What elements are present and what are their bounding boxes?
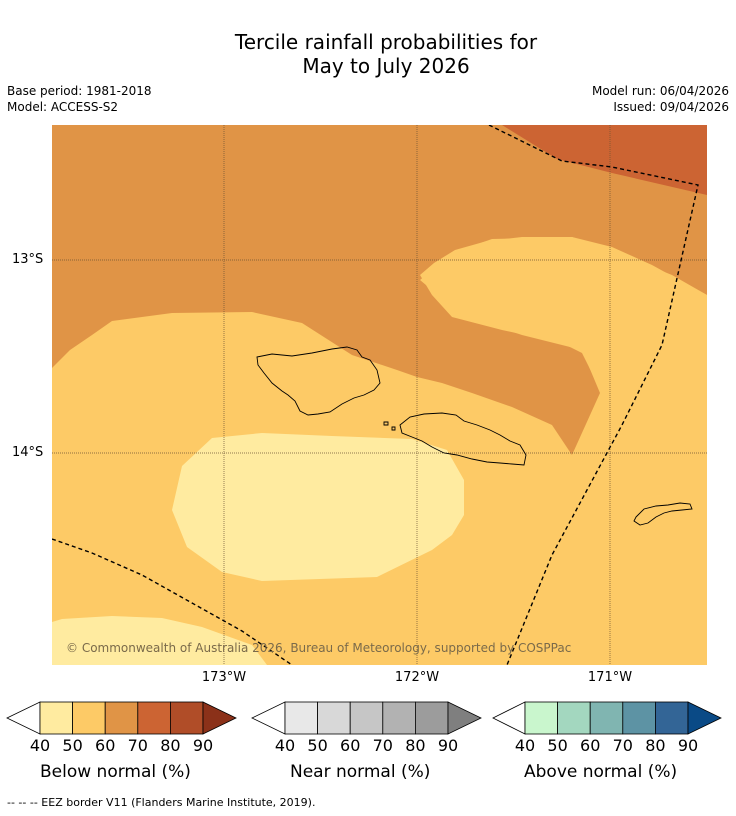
colorbar-swatch: [72, 701, 106, 735]
colorbar-min-arrow: [492, 701, 526, 735]
base-period: Base period: 1981-2018: [7, 84, 152, 98]
lat-label-14s: 14°S: [12, 445, 44, 460]
colorbar-tick-label: 70: [372, 736, 393, 755]
colorbar-swatch: [557, 701, 591, 735]
region-50-60-right: [420, 237, 707, 665]
colorbar-swatch: [524, 701, 558, 735]
islet: [383, 421, 389, 426]
model-name: Model: ACCESS-S2: [7, 100, 119, 114]
meta-left: Base period: 1981-2018 Model: ACCESS-S2: [7, 83, 152, 115]
upolu-island: [399, 412, 527, 466]
colorbar-swatch: [382, 701, 416, 735]
colorbar-swatch: [414, 701, 449, 735]
colorbar-tick-label: 40: [514, 736, 536, 755]
region-70-80: [502, 125, 707, 195]
colorbar-0: [6, 701, 237, 735]
lon-label-173w: 173°W: [201, 670, 247, 685]
colorbar-swatch: [169, 701, 204, 735]
meta-right: Model run: 06/04/2026 Issued: 09/04/2026: [592, 83, 729, 115]
colorbar-max-arrow: [202, 701, 237, 735]
title-line-1: Tercile rainfall probabilities for: [234, 30, 538, 54]
colorbar-1: [251, 701, 482, 735]
colorbar-tick-label: 50: [307, 736, 328, 755]
lon-label-172w: 172°W: [394, 670, 440, 685]
colorbar-title: Above normal (%): [524, 762, 678, 782]
eez-border: [52, 125, 699, 665]
copyright-notice: © Commonwealth of Australia 2026, Bureau…: [66, 641, 572, 655]
colorbar-max-arrow: [447, 701, 482, 735]
colorbar-swatch: [349, 701, 384, 735]
colorbar-2: [492, 701, 722, 735]
lat-label-13s: 13°S: [12, 252, 44, 267]
colorbar-swatch: [622, 701, 656, 735]
colorbar-tick-label: 70: [127, 736, 148, 755]
colorbar-tick-label: 70: [612, 736, 633, 755]
issued-date: Issued: 09/04/2026: [613, 100, 729, 114]
map-title: Tercile rainfall probabilities for May t…: [0, 30, 736, 78]
colorbar-tick-label: 40: [274, 736, 296, 755]
colorbar-tick-label: 60: [95, 736, 116, 755]
region-40-50: [172, 433, 464, 581]
colorbar-swatch: [317, 701, 351, 735]
eez-footnote: -- -- -- EEZ border V11 (Flanders Marine…: [7, 796, 316, 809]
colorbar-tick-label: 90: [437, 736, 459, 755]
model-run: Model run: 06/04/2026: [591, 84, 729, 98]
tutuila-island: [633, 502, 693, 526]
colorbar-tick-label: 80: [405, 736, 426, 755]
colorbar-tick-label: 90: [192, 736, 214, 755]
graticule: [52, 125, 707, 665]
colorbar-tick-label: 60: [580, 736, 601, 755]
colorbar-tick-label: 50: [547, 736, 568, 755]
colorbar-tick-label: 80: [645, 736, 666, 755]
colorbar-tick-label: 90: [677, 736, 699, 755]
colorbar-swatch: [137, 701, 171, 735]
colorbar-title: Below normal (%): [40, 762, 191, 782]
map-canvas: [52, 125, 707, 665]
colorbar-tick-label: 80: [160, 736, 181, 755]
colorbar-max-arrow: [687, 701, 722, 735]
colorbar-swatch: [589, 701, 624, 735]
colorbar-tick-label: 60: [340, 736, 361, 755]
title-line-2: May to July 2026: [302, 54, 470, 78]
colorbar-swatch: [39, 701, 73, 735]
colorbar-swatch: [655, 701, 689, 735]
colorbar-swatch: [284, 701, 318, 735]
savaii-island: [256, 346, 381, 416]
colorbar-tick-label: 40: [29, 736, 51, 755]
region-40-50-corner: [52, 616, 267, 665]
islet-2: [391, 426, 396, 431]
lon-label-171w: 171°W: [587, 670, 633, 685]
colorbar-title: Near normal (%): [290, 762, 431, 782]
rainfall-map[interactable]: [52, 125, 707, 665]
colorbar-tick-label: 50: [62, 736, 83, 755]
